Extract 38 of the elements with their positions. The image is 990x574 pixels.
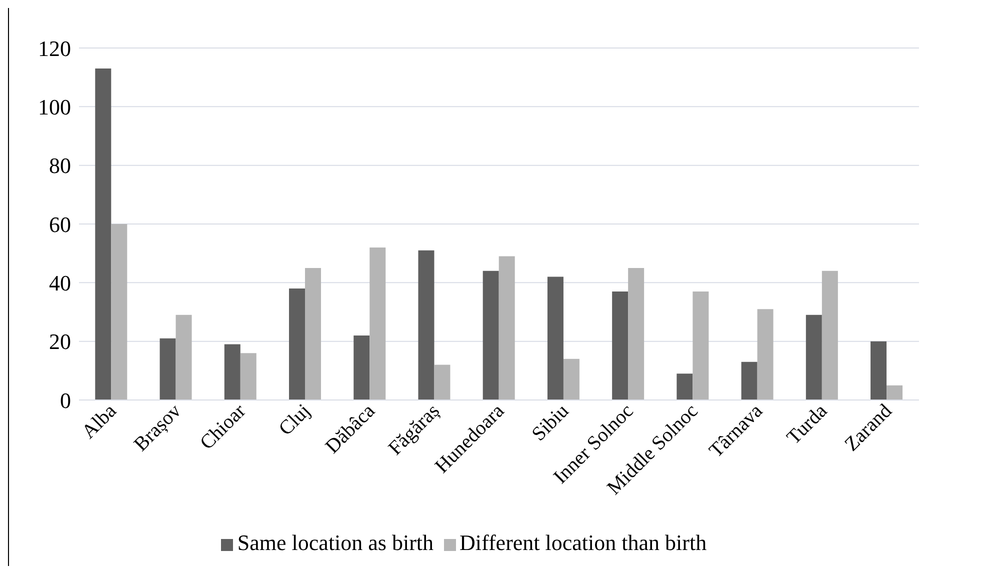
- legend-label: Different location than birth: [460, 530, 707, 555]
- y-tick-label: 80: [49, 153, 71, 178]
- bar: [547, 276, 564, 400]
- bar: [612, 291, 628, 400]
- x-tick-label: Sibiu: [528, 400, 574, 446]
- bar: [370, 247, 386, 400]
- bar: [111, 224, 128, 400]
- x-tick-label: Cluj: [274, 400, 315, 440]
- bar: [95, 68, 112, 400]
- bar: [563, 358, 580, 400]
- bar: [741, 362, 758, 400]
- y-tick-label: 0: [60, 388, 71, 413]
- bar: [498, 256, 515, 400]
- legend-label: Same location as birth: [237, 530, 434, 555]
- bar: [289, 288, 305, 400]
- bar: [757, 309, 774, 400]
- y-tick-label: 60: [49, 212, 71, 237]
- bar: [870, 341, 887, 400]
- bar: [176, 314, 192, 400]
- bar: [354, 335, 370, 400]
- bar: [434, 364, 450, 400]
- bar: [886, 385, 903, 400]
- y-tick-label: 120: [38, 36, 71, 61]
- bar: [418, 250, 434, 400]
- bar: [628, 268, 644, 400]
- bar: [224, 344, 240, 400]
- bar: [240, 353, 256, 400]
- bar: [822, 270, 838, 400]
- bar: [305, 268, 321, 400]
- y-tick-label: 40: [49, 270, 71, 296]
- bar: [692, 291, 709, 400]
- y-tick-label: 20: [49, 329, 71, 354]
- bar: [806, 314, 822, 400]
- y-tick-label: 100: [38, 94, 71, 120]
- bar: [482, 270, 499, 400]
- bar: [160, 338, 176, 400]
- bar: [676, 374, 693, 400]
- x-tick-label: Alba: [78, 400, 121, 444]
